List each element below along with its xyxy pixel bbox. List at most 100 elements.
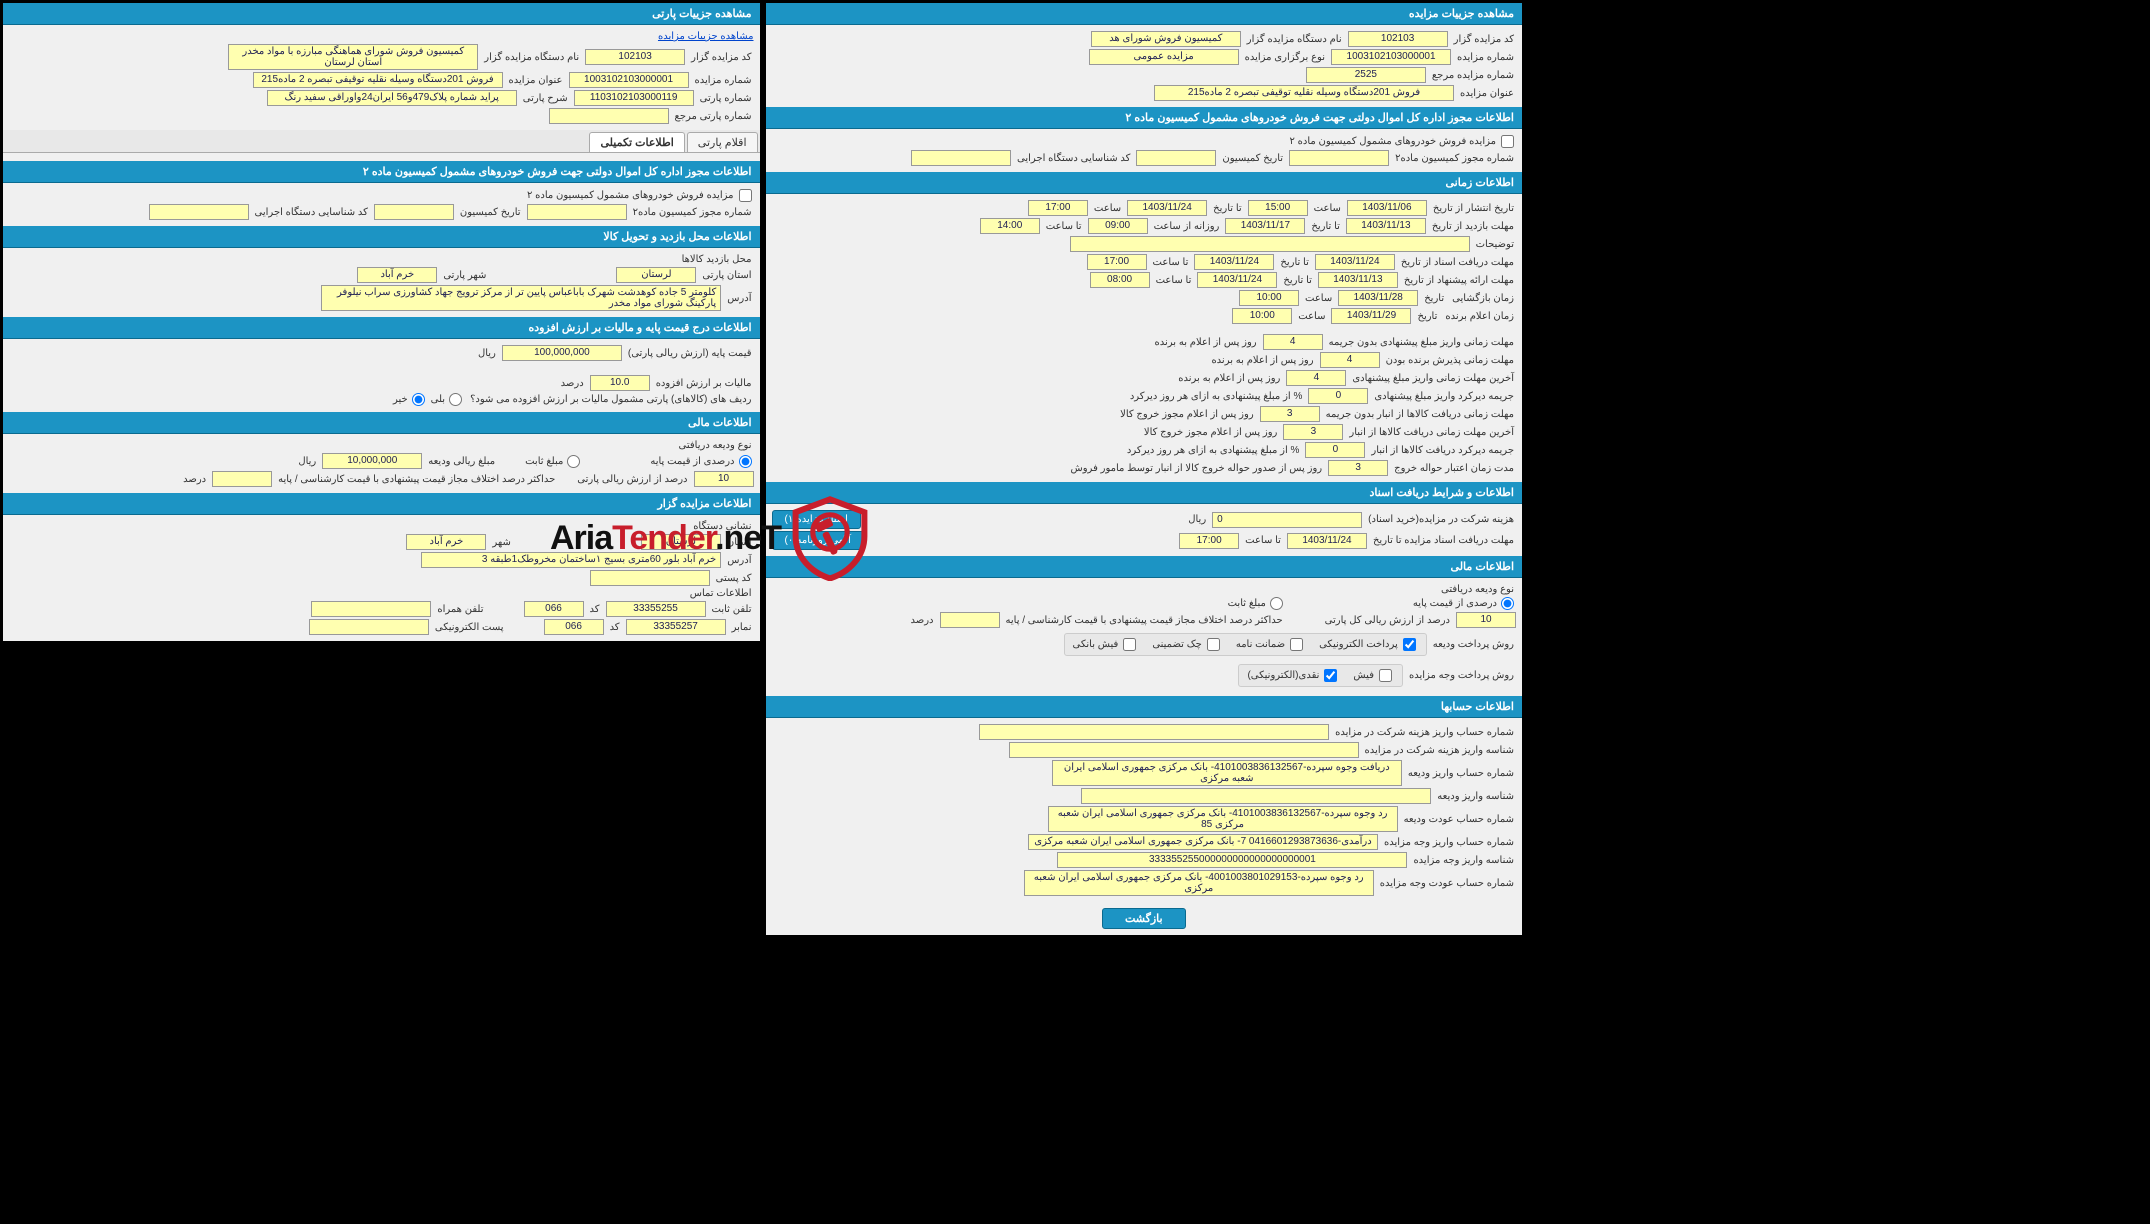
fld-lic-date-l[interactable] — [374, 204, 454, 220]
lbl-visit-from: مهلت بازدید از تاریخ — [1430, 221, 1516, 232]
lbl-city: شهر پارتی — [441, 270, 488, 281]
lbl-pay-deposit: روش پرداخت ودیعه — [1431, 639, 1516, 650]
hdr-accounts: اطلاعات حسابها — [766, 696, 1523, 718]
fld-lic-no-l[interactable] — [527, 204, 627, 220]
lbl-to-hr: تا ساعت — [1044, 221, 1084, 232]
radio-fixed-amt-r[interactable]: مبلغ ثابت — [1228, 597, 1285, 610]
lbl-accept-winner: مهلت زمانی پذیرش برنده بودن — [1384, 355, 1516, 366]
fld-address: کلومتر 5 جاده کوهدشت شهرک باباعباس پایین… — [321, 285, 721, 311]
lbl-to-hr4: تا ساعت — [1243, 535, 1283, 546]
lbl-auction-title-l: عنوان مزایده — [507, 75, 565, 86]
fld-pct-party: 10 — [694, 471, 754, 487]
lbl-deposit-type-l: نوع ودیعه دریافتی — [677, 440, 754, 451]
lbl-rial-l: ریال — [476, 348, 498, 359]
lbl-hr: ساعت — [1312, 203, 1343, 214]
hdr-time: اطلاعات زمانی — [766, 172, 1523, 194]
lbl-days-after-issue: روز پس از صدور حواله خروج کالا از انبار … — [1069, 463, 1325, 474]
chk-pay-fish[interactable]: فیش — [1353, 669, 1394, 682]
fld-acc-participate-no[interactable] — [979, 724, 1329, 740]
fld-acc-participate-id[interactable] — [1009, 742, 1359, 758]
tab-items[interactable]: اقلام پارتی — [687, 132, 758, 152]
lbl-pct-r: درصد — [908, 615, 935, 626]
fld-acc-auction-pay: درآمدی-0416601293873636 7- بانک مرکزی جم… — [1028, 834, 1378, 850]
lbl-lic-chk: مزایده فروش خودروهای مشمول کمیسیون ماده … — [1289, 136, 1496, 147]
lbl-auction-type: نوع برگزاری مزایده — [1243, 52, 1327, 63]
fld-email[interactable] — [309, 619, 429, 635]
lbl-pct-per-day: % از مبلغ پیشنهادی به ازای هر روز دیرکرد — [1128, 391, 1305, 402]
fld-visit-hr-to: 14:00 — [980, 218, 1040, 234]
radio-pct-base-r[interactable]: درصدی از قیمت پایه — [1413, 597, 1516, 610]
fld-last-deposit: 4 — [1286, 370, 1346, 386]
lbl-penalty-deposit: جریمه دیرکرد واریز مبلغ پیشنهادی — [1372, 391, 1516, 402]
fld-max-diff-r[interactable] — [940, 612, 1000, 628]
lbl-exit-validity: مدت زمان اعتبار حواله خروج — [1392, 463, 1516, 474]
tab-extra[interactable]: اطلاعات تکمیلی — [589, 132, 684, 152]
radio-fixed-amt-l[interactable]: مبلغ ثابت — [525, 455, 582, 468]
radio-no[interactable]: خیر — [393, 393, 427, 406]
lbl-address: آدرس — [725, 293, 753, 304]
btn-back[interactable]: بازگشت — [1102, 908, 1186, 929]
lbl-open-date: تاریخ — [1422, 293, 1446, 304]
lbl-to-date: تا تاریخ — [1211, 203, 1244, 214]
lbl-days-after-exit: روز پس از اعلام مجوز خروج کالا — [1118, 409, 1256, 420]
fld-recv-from: 1403/11/24 — [1315, 254, 1395, 270]
chk-group-deposit: پرداخت الکترونیکی ضمانت نامه چک تضمینی ف… — [1064, 633, 1427, 656]
fld-participate-cost: 0 — [1212, 512, 1362, 528]
fld-name-auctioneer-l: کمیسیون فروش شورای هماهنگی مبارزه با موا… — [228, 44, 478, 70]
chk-pay-guarantee[interactable]: ضمانت نامه — [1236, 638, 1305, 651]
fld-acc-deposit-id[interactable] — [1081, 788, 1431, 804]
link-auction-details[interactable]: مشاهده جزییات مزایده — [658, 31, 754, 42]
chk-license[interactable]: مزایده فروش خودروهای مشمول کمیسیون ماده … — [1289, 135, 1516, 148]
hdr-party-details: مشاهده جزییات پارتی — [3, 3, 760, 25]
radio-pct-base-l[interactable]: درصدی از قیمت پایه — [650, 455, 753, 468]
lbl-lic-date: تاریخ کمیسیون — [1220, 153, 1285, 164]
watermark: AriaTender.neT — [550, 495, 873, 581]
lbl-lic-date-l: تاریخ کمیسیون — [458, 207, 523, 218]
lbl-pay-cash: نقدی(الکترونیکی) — [1247, 670, 1319, 681]
lbl-max-diff-r: حداکثر درصد اختلاف مجاز قیمت پیشنهادی با… — [1004, 615, 1285, 626]
lbl-city2: شهر — [490, 537, 513, 548]
fld-lic-date[interactable] — [1136, 150, 1216, 166]
fld-lic-no[interactable] — [1289, 150, 1389, 166]
fld-acc-return-deposit: رد وجوه سپرده-4101003836132567- بانک مرک… — [1048, 806, 1398, 832]
lbl-docs-deadline: مهلت دریافت اسناد مزایده تا تاریخ — [1371, 535, 1516, 546]
lbl-acc-participate-no: شماره حساب واریز هزینه شرکت در مزایده — [1333, 727, 1516, 738]
fld-base-price: 100,000,000 — [502, 345, 622, 361]
fld-notes[interactable] — [1070, 236, 1470, 252]
lbl-pickup-free: مهلت زمانی دریافت کالاها از انبار بدون ج… — [1324, 409, 1516, 420]
lbl-open: زمان بازگشایی — [1450, 293, 1516, 304]
chk-pay-bank[interactable]: فیش بانکی — [1073, 638, 1139, 651]
fld-ref-party[interactable] — [549, 108, 669, 124]
lbl-pct-base-r: درصدی از قیمت پایه — [1413, 598, 1497, 609]
chk-pay-elec[interactable]: پرداخت الکترونیکی — [1319, 638, 1418, 651]
hdr-visit: اطلاعات محل بازدید و تحویل کالا — [3, 226, 760, 248]
lbl-no: خیر — [393, 394, 408, 405]
fld-lic-org[interactable] — [911, 150, 1011, 166]
fld-code-auctioneer-l: 102103 — [585, 49, 685, 65]
chk-pay-cash[interactable]: نقدی(الکترونیکی) — [1247, 669, 1339, 682]
fld-visit-hr-from: 09:00 — [1088, 218, 1148, 234]
fld-bid-to-hr: 08:00 — [1090, 272, 1150, 288]
lbl-winner-date: تاریخ — [1415, 311, 1439, 322]
lbl-code-auctioneer-l: کد مزایده گزار — [689, 52, 753, 63]
fld-accept-winner: 4 — [1320, 352, 1380, 368]
radio-yes[interactable]: بلی — [431, 393, 464, 406]
lbl-acc-participate-id: شناسه واریز هزینه شرکت در مزایده — [1363, 745, 1516, 756]
lbl-to-hr3: تا ساعت — [1154, 275, 1194, 286]
lbl-fixed-amt-r: مبلغ ثابت — [1228, 598, 1266, 609]
chk-pay-cheque[interactable]: چک تضمینی — [1152, 638, 1222, 651]
lbl-pct-l2: درصد — [181, 474, 208, 485]
lbl-acc-return-pay: شماره حساب عودت وجه مزایده — [1378, 878, 1516, 889]
fld-lic-org-l[interactable] — [149, 204, 249, 220]
fld-code: 066 — [524, 601, 584, 617]
lbl-pct-base-l: درصدی از قیمت پایه — [650, 456, 734, 467]
lbl-pay-guarantee: ضمانت نامه — [1236, 639, 1285, 650]
lbl-acc-auction-pay: شماره حساب واریز وجه مزایده — [1382, 837, 1516, 848]
fld-auction-no: 1003102103000001 — [1331, 49, 1451, 65]
lbl-contact: اطلاعات تماس — [688, 588, 754, 599]
fld-mobile[interactable] — [311, 601, 431, 617]
fld-max-diff-l[interactable] — [212, 471, 272, 487]
chk-license-l[interactable]: مزایده فروش خودروهای مشمول کمیسیون ماده … — [527, 189, 754, 202]
lbl-ref-party: شماره پارتی مرجع — [673, 111, 754, 122]
lbl-notes: توضیحات — [1474, 239, 1516, 250]
